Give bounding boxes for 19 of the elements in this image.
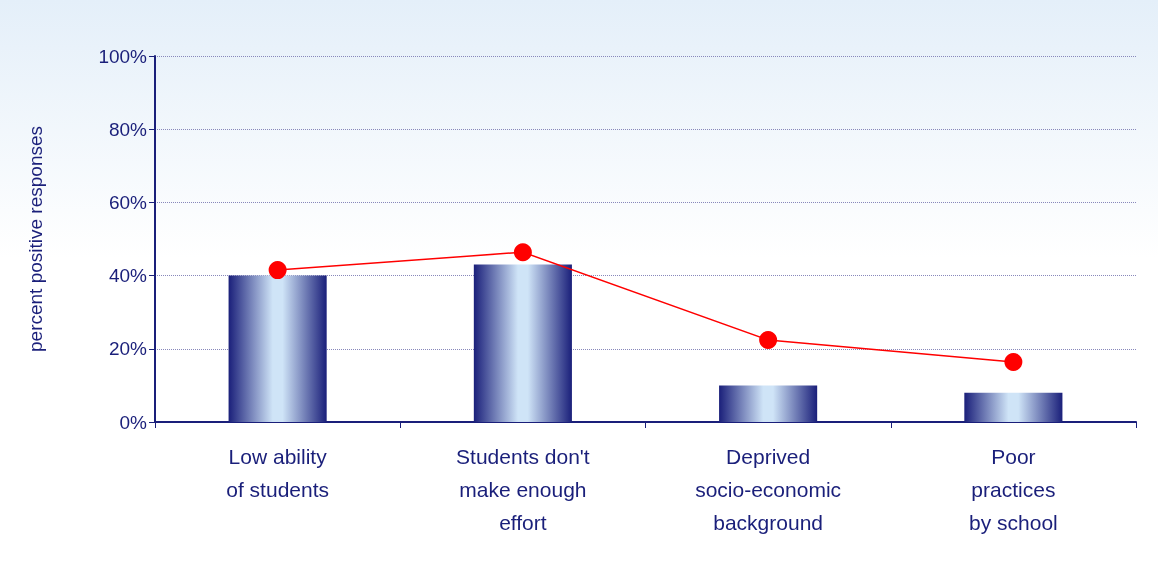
y-tick-label: 80% <box>108 118 148 140</box>
y-tick-label: 20% <box>108 338 148 360</box>
bar <box>719 385 818 422</box>
bar <box>228 275 327 422</box>
y-tick-label: 60% <box>108 191 148 213</box>
y-tick-label: 40% <box>108 265 148 287</box>
bar <box>473 264 572 422</box>
y-tick-label: 100% <box>98 45 148 67</box>
bar <box>964 392 1063 422</box>
x-tick-label: Poor practices by school <box>969 445 1058 534</box>
x-tick-label: Deprived socio-economic background <box>695 445 842 534</box>
point <box>759 331 778 350</box>
point <box>513 243 532 262</box>
point <box>1004 352 1023 371</box>
x-tick-label: Students don't make enough effort <box>456 445 590 534</box>
x-tick-label: Low ability of students <box>226 445 329 501</box>
y-axis-title: percent positive responses <box>25 125 46 353</box>
y-tick-label: 0% <box>119 411 148 433</box>
point <box>268 261 287 280</box>
